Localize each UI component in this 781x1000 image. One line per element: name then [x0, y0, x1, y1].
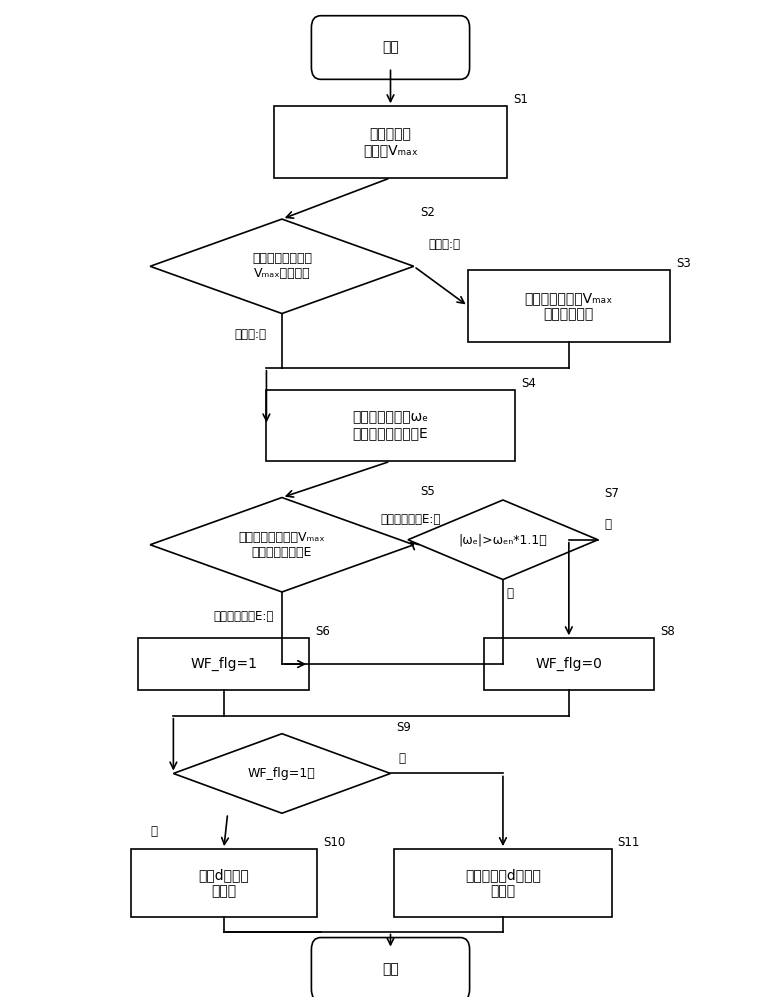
Text: S8: S8	[661, 625, 675, 638]
Text: 是: 是	[151, 825, 158, 838]
Text: 是: 是	[507, 587, 514, 600]
Text: 读入最大线
间电压Vₘₐₓ: 读入最大线 间电压Vₘₐₓ	[363, 127, 418, 157]
Text: 基准值:大: 基准值:大	[234, 328, 266, 341]
Bar	[266, 390, 515, 461]
Text: 比较最大线间电压
Vₘₐₓ和基准值: 比较最大线间电压 Vₘₐₓ和基准值	[252, 252, 312, 280]
Text: S10: S10	[323, 836, 345, 849]
Text: 基准值:小: 基准值:小	[429, 238, 461, 251]
Text: WF_flg=1: WF_flg=1	[191, 657, 257, 671]
Bar	[130, 849, 317, 917]
FancyBboxPatch shape	[312, 938, 469, 1000]
Bar	[483, 638, 654, 690]
Text: S2: S2	[420, 206, 435, 219]
Polygon shape	[408, 500, 598, 580]
Text: 电机线间电压E:小: 电机线间电压E:小	[380, 513, 441, 526]
Text: |ωₑ|>ωₑₙ*1.1？: |ωₑ|>ωₑₙ*1.1？	[458, 533, 547, 546]
Text: S3: S3	[676, 257, 690, 270]
Text: WF_flg=0: WF_flg=0	[536, 657, 602, 671]
Text: 否: 否	[604, 518, 612, 531]
Text: 将最大线间电压Vₘₐₓ
变更为基准值: 将最大线间电压Vₘₐₓ 变更为基准值	[525, 291, 613, 321]
Text: 开始: 开始	[382, 41, 399, 55]
Bar	[274, 106, 507, 178]
Text: S4: S4	[521, 377, 536, 390]
Text: 输出任意的d轴电流
设定值: 输出任意的d轴电流 设定值	[465, 868, 541, 898]
Text: S11: S11	[618, 836, 640, 849]
Polygon shape	[150, 498, 414, 592]
Bar	[468, 270, 669, 342]
Bar	[394, 849, 612, 917]
Text: S7: S7	[604, 487, 619, 500]
Text: S9: S9	[397, 721, 412, 734]
Text: S5: S5	[420, 485, 435, 498]
Text: 输出d轴电流
运算部: 输出d轴电流 运算部	[198, 868, 249, 898]
Text: 根据电气角速度ωₑ
运算电机线间电压E: 根据电气角速度ωₑ 运算电机线间电压E	[352, 410, 429, 441]
Text: 比较最大线间电压Vₘₐₓ
和电机线间电压E: 比较最大线间电压Vₘₐₓ 和电机线间电压E	[239, 531, 325, 559]
Text: S6: S6	[316, 625, 330, 638]
Text: WF_flg=1？: WF_flg=1？	[248, 767, 316, 780]
Text: 结束: 结束	[382, 962, 399, 976]
FancyBboxPatch shape	[312, 16, 469, 79]
Bar	[138, 638, 309, 690]
Text: 电机线间电压E:大: 电机线间电压E:大	[214, 610, 274, 623]
Text: S1: S1	[513, 93, 528, 106]
Polygon shape	[150, 219, 414, 314]
Text: 否: 否	[398, 752, 405, 765]
Polygon shape	[173, 734, 390, 813]
